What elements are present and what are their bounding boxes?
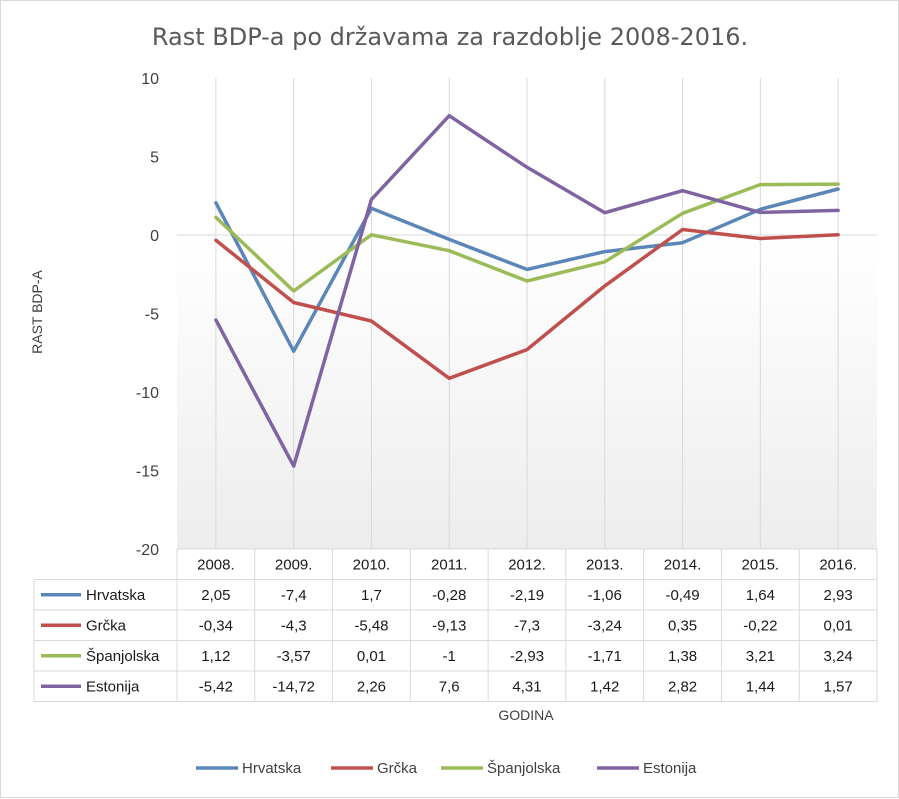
table-cell: -3,57 — [277, 648, 311, 665]
y-tick-label: -10 — [136, 385, 159, 402]
y-tick-label: -15 — [136, 464, 159, 481]
table-cell: 1,12 — [201, 648, 230, 665]
table-cell: 2,82 — [668, 678, 697, 695]
table-cell: 0,01 — [824, 617, 853, 634]
series-line-španjolska — [214, 182, 840, 293]
table-cell: 1,44 — [746, 678, 775, 695]
table-cell: 0,35 — [668, 617, 697, 634]
legend-label: Grčka — [377, 760, 418, 777]
y-tick-label: 10 — [141, 71, 159, 88]
table-cell: -0,49 — [665, 587, 699, 604]
table-cell: 0,01 — [357, 648, 386, 665]
table-cell: -1,71 — [588, 648, 622, 665]
gridlines — [177, 78, 877, 549]
table-series-name: Grčka — [86, 617, 127, 634]
table-cell: -1,06 — [588, 587, 622, 604]
table-cell: -0,28 — [432, 587, 466, 604]
y-tick-label: -5 — [145, 307, 159, 324]
legend-label: Španjolska — [487, 760, 561, 777]
y-tick-label: 5 — [150, 150, 159, 167]
chart-title: Rast BDP-a po državama za razdoblje 2008… — [152, 23, 748, 51]
table-cell: -2,19 — [510, 587, 544, 604]
table-cell: 2,26 — [357, 678, 386, 695]
table-cell: -4,3 — [281, 617, 307, 634]
table-cell: 3,21 — [746, 648, 775, 665]
table-cell: -9,13 — [432, 617, 466, 634]
series-line-grčka — [214, 227, 840, 381]
y-axis-label: RAST BDP-A — [29, 269, 45, 353]
series-lines — [214, 113, 840, 468]
x-tick-label: 2014. — [664, 556, 702, 573]
y-axis-ticks: 10 5 0 -5 -10 -15 -20 — [136, 71, 159, 559]
table-cell: -7,3 — [514, 617, 540, 634]
x-tick-label: 2015. — [742, 556, 780, 573]
table-cell: 3,24 — [824, 648, 853, 665]
legend-label: Estonija — [643, 760, 697, 777]
x-tick-label: 2016. — [819, 556, 857, 573]
table-series-name: Estonija — [86, 678, 140, 695]
series-line-hrvatska — [214, 187, 840, 353]
table-cell: 1,7 — [361, 587, 382, 604]
table-cell: 1,42 — [590, 678, 619, 695]
table-cell: 1,64 — [746, 587, 775, 604]
table-cell: -5,48 — [354, 617, 388, 634]
x-tick-label: 2008. — [197, 556, 235, 573]
x-tick-label: 2011. — [431, 556, 467, 573]
table-cell: -14,72 — [272, 678, 315, 695]
x-tick-label: 2010. — [353, 556, 391, 573]
table-series-name: Hrvatska — [86, 587, 146, 604]
table-cell: -3,24 — [588, 617, 622, 634]
x-tick-label: 2012. — [508, 556, 546, 573]
table-cell: 4,31 — [512, 678, 541, 695]
table-series-name: Španjolska — [86, 648, 160, 665]
table-cell: 2,93 — [824, 587, 853, 604]
x-axis-label: GODINA — [498, 707, 554, 723]
table-cell: -2,93 — [510, 648, 544, 665]
legend-label: Hrvatska — [242, 760, 302, 777]
table-cell: -1 — [443, 648, 456, 665]
data-table: 2008. 2009. 2010. 2011. 2012. 2013. 2014. 2015.… — [33, 548, 878, 702]
table-cell: 1,57 — [824, 678, 853, 695]
x-tick-label: 2009. — [275, 556, 313, 573]
table-cell: -0,34 — [199, 617, 233, 634]
series-line-estonija — [214, 113, 840, 468]
y-tick-label: -20 — [136, 542, 159, 559]
table-cell: -5,42 — [199, 678, 233, 695]
legend: Hrvatska Grčka Španjolska Estonija — [196, 760, 697, 777]
table-cell: 2,05 — [201, 587, 230, 604]
table-cell: -7,4 — [281, 587, 307, 604]
table-cell: 7,6 — [439, 678, 460, 695]
table-cell: -0,22 — [743, 617, 777, 634]
x-tick-label: 2013. — [586, 556, 624, 573]
table-cell: 1,38 — [668, 648, 697, 665]
y-tick-label: 0 — [150, 228, 159, 245]
